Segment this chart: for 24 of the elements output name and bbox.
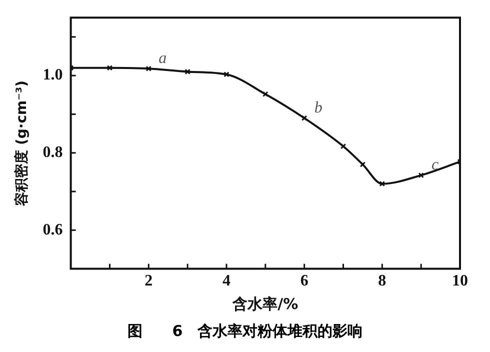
point	[146, 66, 152, 72]
point	[301, 115, 308, 121]
y-tick-label: 1.0	[42, 66, 63, 84]
x-tick-label: 8	[378, 272, 386, 290]
point	[418, 172, 424, 178]
text: 图 6 含水率对粉体堆积的影响	[126, 322, 364, 341]
annotation: a	[158, 50, 167, 67]
y-axis-title: 容积密度 (g·cm⁻³)	[13, 80, 30, 207]
annotation: b	[314, 99, 322, 116]
x-axis-title: 含水率/%	[232, 294, 298, 313]
point	[224, 72, 230, 78]
point	[360, 162, 366, 168]
point	[379, 180, 386, 187]
x-tick-label: 6	[300, 272, 308, 290]
point	[106, 64, 113, 71]
point	[340, 143, 346, 150]
x-tick-label: 10	[452, 272, 468, 290]
annotation: c	[432, 156, 439, 174]
point	[262, 91, 268, 97]
y-tick-label: 0.6	[42, 221, 63, 238]
y-tick-label: 0.8	[42, 144, 63, 161]
point	[184, 68, 190, 75]
x-tick-label: 4	[222, 272, 230, 290]
x-tick-label: 2	[144, 272, 153, 290]
